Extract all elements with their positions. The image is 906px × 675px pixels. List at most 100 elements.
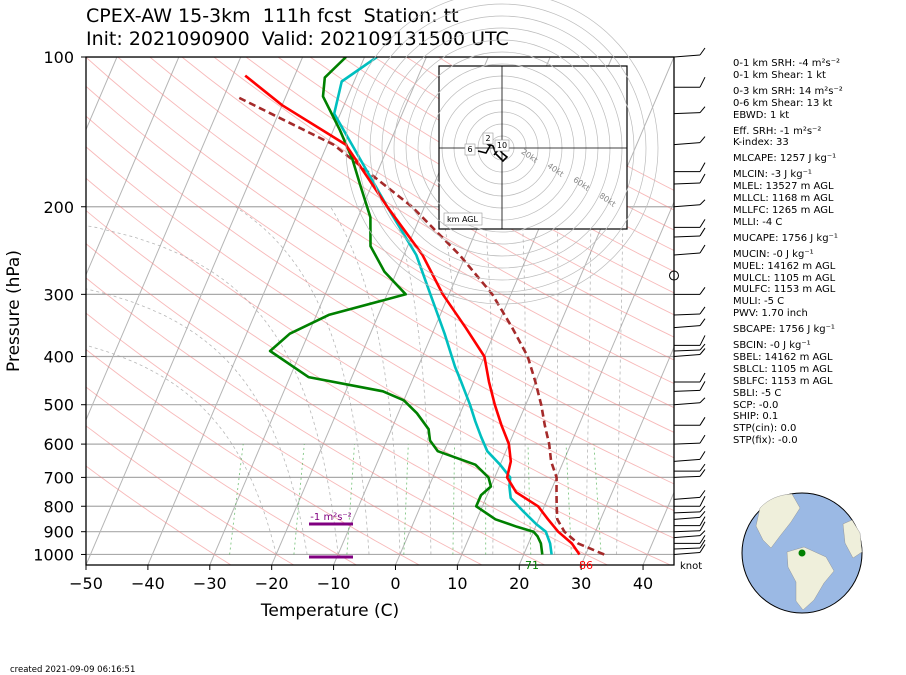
wind-barb xyxy=(673,306,706,316)
stability-index-row: MLCAPE: 1257 J kg⁻¹ xyxy=(733,153,837,165)
stability-index-row: 0-6 km Shear: 13 kt xyxy=(733,97,833,109)
dry-adiabat xyxy=(117,57,674,409)
hodograph-trace xyxy=(477,142,509,163)
wind-barb xyxy=(673,451,706,462)
hodograph-units-label: km AGL xyxy=(447,215,479,224)
moist-adiabat xyxy=(483,206,494,555)
wind-barb-flag xyxy=(699,244,706,254)
stability-index-row: MLLFC: 1265 m AGL xyxy=(733,204,834,216)
mixing-ratio-line xyxy=(229,444,244,555)
wind-barb xyxy=(673,227,706,238)
y-tick-label: 500 xyxy=(43,396,74,415)
wind-barb xyxy=(674,516,706,527)
stability-index-row: STP(fix): -0.0 xyxy=(733,435,798,447)
wind-barb xyxy=(673,318,706,329)
stability-indices-panel: 0-1 km SRH: -4 m²s⁻² 0-1 km Shear: 1 kt 0-… xyxy=(733,58,843,447)
y-tick-label: 900 xyxy=(43,523,74,542)
moist-adiabat xyxy=(86,344,277,555)
station-location-dot xyxy=(798,549,806,557)
moist-adiabat xyxy=(585,206,592,555)
stability-index-row: MULCL: 1105 m AGL xyxy=(733,272,836,284)
stability-index-row: SBLFC: 1153 m AGL xyxy=(733,375,833,387)
y-tick-label: 100 xyxy=(43,48,74,67)
y-tick-label: 1000 xyxy=(33,545,74,564)
wind-units-label: knot xyxy=(680,561,702,572)
mixing-ratio-line xyxy=(346,444,355,555)
moist-adiabat xyxy=(330,206,401,555)
wind-barb-staff xyxy=(673,442,701,445)
stability-index-row: SBCIN: -0 J kg⁻¹ xyxy=(733,340,811,352)
moist-adiabat xyxy=(521,206,526,555)
stability-index-row: EBWD: 1 kt xyxy=(733,109,790,121)
wind-barb-flag xyxy=(699,505,706,513)
dry-adiabat xyxy=(181,57,674,361)
stability-index-row: MULFC: 1153 m AGL xyxy=(733,284,836,296)
wind-barb xyxy=(673,244,706,256)
isotherm-line xyxy=(209,57,427,565)
wind-barb xyxy=(674,162,706,173)
x-tick-label: −30 xyxy=(193,574,227,593)
dry-adiabat xyxy=(213,57,674,338)
wind-barb-staff xyxy=(673,349,701,352)
dry-adiabat xyxy=(149,57,674,385)
stability-index-row: 0-1 km SRH: -4 m²s⁻² xyxy=(733,58,840,69)
dry-adiabat xyxy=(86,210,671,565)
moist-adiabat xyxy=(554,206,559,555)
stability-index-row: PWV: 1.70 inch xyxy=(733,308,808,320)
mixing-ratio-line xyxy=(293,444,305,555)
wind-barb-flag xyxy=(699,535,706,544)
dry-adiabat xyxy=(86,465,232,565)
x-tick-label: 0 xyxy=(390,574,400,593)
wind-barb xyxy=(674,417,706,426)
hodograph-height-label: 6 xyxy=(467,145,472,154)
wind-barb-staff xyxy=(673,182,701,185)
stability-index-row: STP(cin): 0.0 xyxy=(733,423,797,435)
wind-barb-flag xyxy=(699,544,706,553)
x-tick-label: 40 xyxy=(633,574,653,593)
dry-adiabat xyxy=(86,57,674,433)
stability-index-row: 0-1 km Shear: 1 kt xyxy=(733,69,826,81)
x-tick-label: −20 xyxy=(255,574,289,593)
wind-barb xyxy=(673,47,706,58)
wind-barb-flag xyxy=(699,434,706,444)
y-tick-label: 300 xyxy=(43,285,74,304)
x-tick-label: −50 xyxy=(69,574,103,593)
wind-barb xyxy=(673,381,706,392)
dry-adiabat xyxy=(86,177,674,539)
dry-adiabat xyxy=(86,277,545,565)
wind-barb-flag xyxy=(699,539,706,549)
x-tick-label: −40 xyxy=(131,574,165,593)
wind-barb-staff xyxy=(673,204,701,208)
stability-index-row: MUEL: 14162 m AGL xyxy=(733,260,836,272)
moist-adiabat xyxy=(235,206,370,555)
wind-barb xyxy=(674,463,706,472)
y-tick-label: 700 xyxy=(43,468,74,487)
isotherm-line xyxy=(86,57,242,422)
stability-index-row: SHIP: 0.1 xyxy=(733,411,779,423)
wind-barb-flag xyxy=(699,348,706,355)
wind-barb-staff xyxy=(673,547,701,550)
wind-barb-staff xyxy=(673,530,701,533)
parcel-line xyxy=(235,95,605,556)
stability-index-row: MLLI: -4 C xyxy=(733,216,783,228)
mixing-ratio-line xyxy=(403,444,409,555)
stability-index-row: SCP: -0.0 xyxy=(733,399,779,411)
eff-srh-label: -1 m²s⁻² xyxy=(310,512,351,523)
wind-barb xyxy=(673,348,706,357)
x-tick-label: −10 xyxy=(317,574,351,593)
dry-adiabat xyxy=(86,243,608,565)
stability-index-row: MLLCL: 1168 m AGL xyxy=(733,193,834,205)
y-tick-label: 200 xyxy=(43,198,74,217)
wind-barb xyxy=(673,544,706,555)
globe-land-north-america xyxy=(755,493,801,549)
wind-barb-flag xyxy=(699,343,706,351)
wind-barb xyxy=(673,505,706,514)
x-tick-label: 10 xyxy=(447,574,467,593)
hodograph-height-label: 10 xyxy=(497,141,507,150)
stability-index-row: MUCIN: -0 J kg⁻¹ xyxy=(733,248,814,260)
wind-barb xyxy=(674,496,706,507)
wind-barb-staff xyxy=(673,389,701,392)
temperature-line xyxy=(244,74,581,556)
wind-barb-flag xyxy=(699,490,706,498)
